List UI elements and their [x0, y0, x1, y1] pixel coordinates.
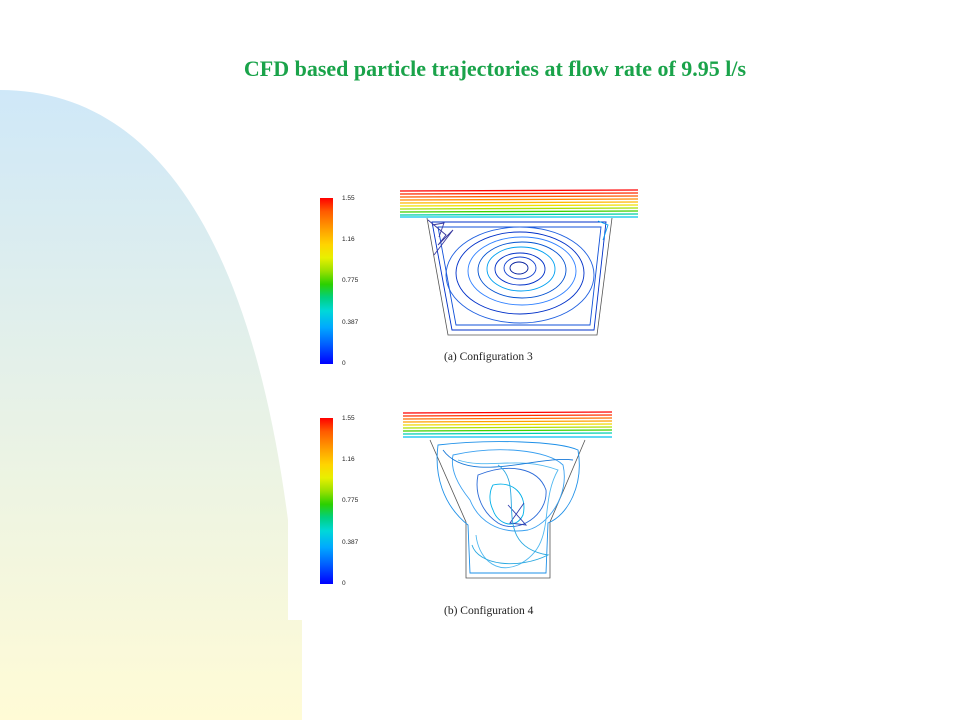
velocity-colorbar [320, 198, 333, 364]
figure-configuration-4: 1.55 1.16 0.775 0.387 0 (b) Configurati [310, 405, 650, 635]
colorbar-tick: 0.387 [342, 319, 359, 326]
particle-trajectory-plot [399, 189, 639, 336]
particle-trajectory-plot [402, 411, 613, 579]
colorbar-tick: 0.387 [342, 539, 359, 546]
colorbar-tick-min: 0 [342, 580, 346, 587]
velocity-colorbar [320, 418, 333, 584]
colorbar-tick-max: 1.55 [342, 415, 355, 422]
colorbar-tick-max: 1.55 [342, 195, 355, 202]
figure-caption: (a) Configuration 3 [444, 351, 533, 363]
slide-title: CFD based particle trajectories at flow … [243, 56, 747, 81]
figure-caption: (b) Configuration 4 [444, 605, 534, 617]
colorbar-tick: 0.775 [342, 497, 359, 504]
colorbar-tick-min: 0 [342, 360, 346, 367]
colorbar-tick: 0.775 [342, 277, 359, 284]
figure-configuration-3: 1.55 1.16 0.775 0.387 0 [310, 185, 650, 415]
colorbar-tick: 1.16 [342, 456, 355, 463]
colorbar-tick: 1.16 [342, 236, 355, 243]
